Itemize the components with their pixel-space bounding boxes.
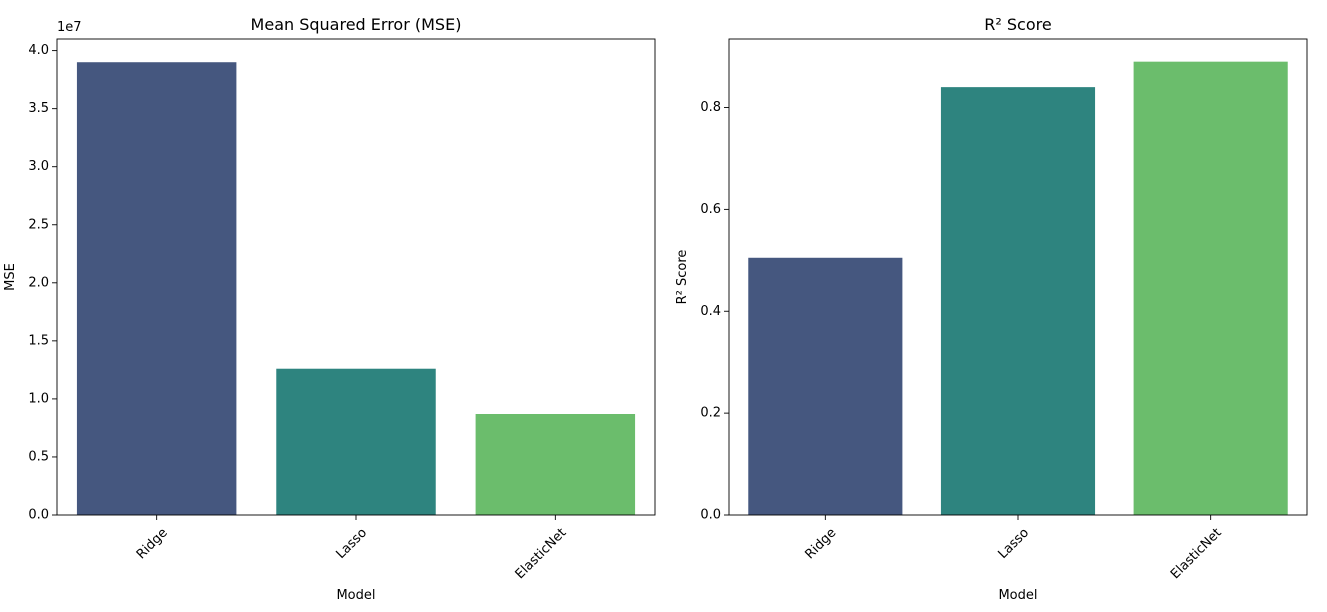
- mse-ytick-label: 1.0: [28, 391, 49, 406]
- r2-bar-elasticnet: [1133, 61, 1288, 516]
- mse-ytick-label: 0.5: [28, 449, 49, 464]
- r2-ytick-label: 0.6: [700, 202, 721, 217]
- r2-ytick-label: 0.8: [700, 100, 721, 115]
- mse-xtick-label: ElasticNet: [513, 525, 570, 582]
- r2-ytick-label: 0.2: [700, 406, 721, 421]
- mse-ytick-label: 3.5: [28, 101, 49, 116]
- mse-xtick-label: Ridge: [134, 525, 171, 562]
- r2-chart: 0.0 0.2 0.4 0.6 0.8 Ridge Lasso ElasticNet R² Sc…: [675, 15, 1308, 603]
- r2-xtick-label: Ridge: [803, 525, 840, 562]
- mse-ytick-label: 3.0: [28, 159, 49, 174]
- r2-bar-ridge: [748, 257, 903, 515]
- mse-ytick-label: 2.5: [28, 217, 49, 232]
- mse-bar-elasticnet: [475, 414, 636, 515]
- mse-y-axis-label: MSE: [3, 263, 18, 291]
- r2-ytick-label: 0.0: [700, 508, 721, 523]
- r2-bar-lasso: [940, 87, 1096, 515]
- mse-y-offset-label: 1e7: [57, 20, 82, 35]
- mse-x-axis-label: Model: [336, 588, 375, 603]
- mse-ytick-label: 0.0: [28, 508, 49, 523]
- r2-x-axis-label: Model: [998, 588, 1037, 603]
- mse-ytick-label: 2.0: [28, 275, 49, 290]
- mse-chart-title: Mean Squared Error (MSE): [251, 15, 462, 34]
- mse-chart: 0.0 0.5 1.0 1.5 2.0 2.5 3.0 3.5 4.0 Ridge Lasso Ela…: [3, 15, 656, 603]
- r2-ytick-label: 0.4: [700, 304, 721, 319]
- mse-bar-lasso: [276, 368, 436, 515]
- r2-xtick-label: Lasso: [995, 525, 1032, 562]
- r2-chart-title: R² Score: [984, 15, 1051, 34]
- mse-ytick-label: 4.0: [28, 43, 49, 58]
- r2-xtick-label: ElasticNet: [1168, 525, 1225, 582]
- r2-y-axis-label: R² Score: [675, 250, 690, 305]
- mse-xtick-label: Lasso: [333, 525, 370, 562]
- mse-bar-ridge: [76, 62, 237, 515]
- mse-ytick-label: 1.5: [28, 333, 49, 348]
